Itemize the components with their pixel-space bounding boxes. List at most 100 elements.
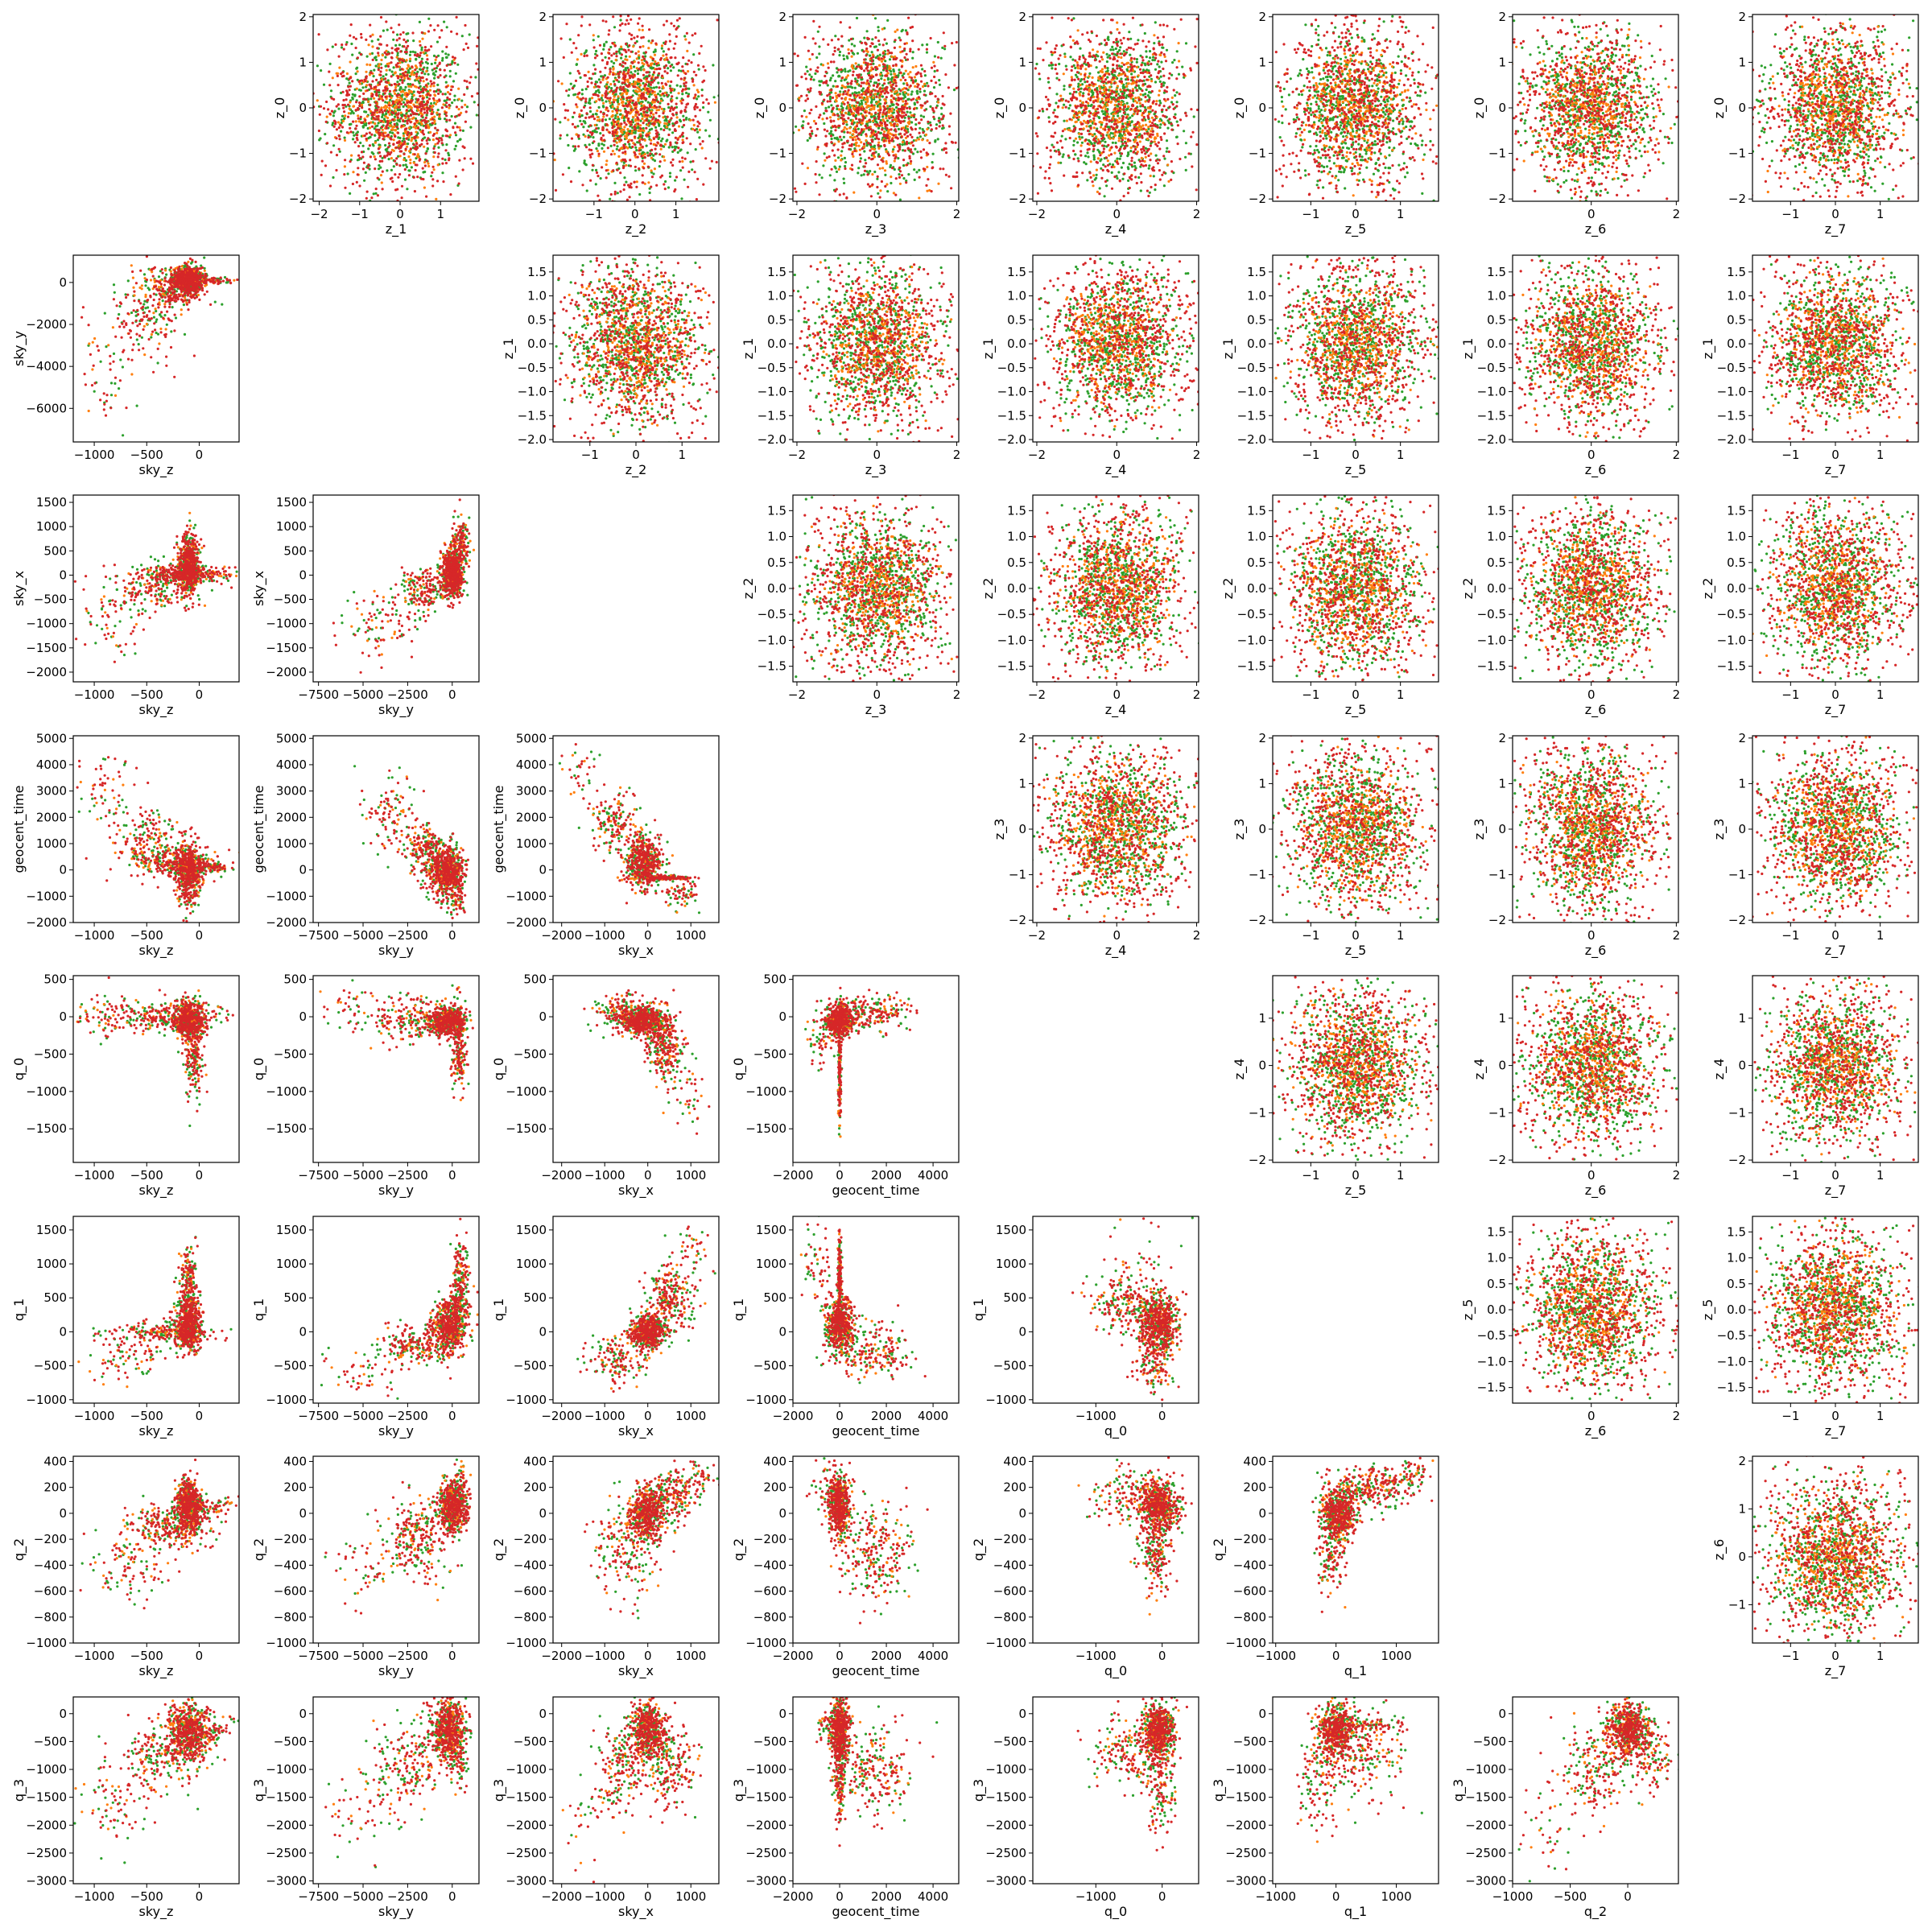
data-point — [686, 32, 688, 35]
data-point — [449, 193, 452, 196]
data-point — [855, 131, 857, 134]
data-point — [398, 93, 401, 96]
data-point — [630, 96, 633, 98]
data-point — [636, 35, 638, 38]
data-point — [352, 97, 354, 100]
data-point — [328, 113, 331, 115]
data-point — [458, 183, 460, 185]
data-point — [589, 156, 592, 159]
data-point — [617, 155, 620, 158]
data-point — [384, 101, 386, 103]
data-point — [695, 148, 697, 151]
data-point — [341, 104, 344, 106]
data-point — [671, 159, 674, 161]
data-point — [906, 58, 909, 60]
data-point — [851, 153, 853, 155]
data-point — [344, 165, 346, 167]
data-point — [371, 45, 374, 47]
data-point — [886, 119, 889, 122]
data-point — [419, 40, 421, 43]
data-point — [432, 147, 435, 150]
data-point — [372, 144, 374, 147]
data-point — [357, 118, 360, 120]
data-point — [577, 135, 580, 138]
data-point — [341, 43, 343, 46]
data-point — [899, 89, 902, 92]
data-point — [847, 83, 849, 85]
data-point — [667, 59, 669, 61]
data-point — [554, 159, 556, 161]
data-point — [424, 52, 427, 54]
data-point — [396, 56, 398, 59]
data-point — [426, 112, 428, 114]
data-point — [442, 93, 444, 95]
data-point — [654, 167, 656, 170]
data-point — [621, 129, 623, 131]
data-point — [705, 98, 708, 101]
data-point — [320, 174, 323, 176]
data-point — [665, 53, 667, 56]
data-point — [898, 226, 900, 229]
data-point — [926, 128, 928, 130]
data-point — [668, 128, 671, 130]
data-point — [386, 29, 389, 31]
data-point — [852, 119, 854, 122]
data-point — [431, 178, 434, 180]
data-point — [828, 67, 830, 69]
data-point — [598, 118, 601, 121]
data-point — [828, 155, 831, 158]
data-point — [457, 114, 460, 117]
data-point — [844, 112, 847, 114]
data-point — [458, 108, 460, 110]
y-tick-label: −2 — [289, 192, 307, 206]
data-point — [463, 48, 465, 51]
data-point — [669, 40, 671, 43]
data-point — [914, 102, 916, 105]
data-point — [621, 23, 623, 25]
data-point — [452, 56, 454, 58]
data-point — [326, 48, 328, 51]
data-point — [578, 115, 580, 118]
data-point — [883, 79, 886, 81]
data-point — [387, 52, 390, 55]
data-point — [682, 115, 684, 118]
data-point — [353, 105, 355, 107]
data-point — [592, 132, 594, 134]
data-point — [638, 153, 641, 155]
data-point — [807, 167, 809, 169]
data-point — [389, 125, 391, 127]
data-point — [423, 171, 426, 173]
data-point — [437, 163, 440, 166]
data-point — [445, 101, 448, 104]
data-point — [402, 138, 405, 140]
data-point — [667, 48, 670, 51]
data-point — [598, 78, 601, 80]
data-point — [858, 122, 861, 124]
data-point — [328, 84, 331, 86]
data-point — [845, 128, 848, 130]
data-point — [630, 105, 632, 108]
data-point — [631, 130, 634, 132]
data-point — [449, 134, 452, 136]
data-point — [910, 148, 912, 151]
data-point — [909, 111, 911, 114]
data-point — [591, 97, 593, 99]
data-point — [449, 64, 452, 66]
data-point — [355, 109, 357, 111]
data-point — [886, 150, 888, 152]
data-point — [871, 173, 873, 175]
data-point — [980, 93, 983, 96]
data-point — [412, 39, 415, 42]
data-point — [663, 183, 665, 185]
data-point — [588, 71, 590, 73]
data-point — [848, 98, 851, 101]
data-point — [569, 72, 572, 74]
data-point — [650, 186, 652, 188]
data-point — [640, 102, 642, 105]
data-point — [393, 165, 395, 167]
data-point — [830, 208, 832, 211]
data-point — [536, 213, 539, 215]
data-point — [825, 71, 828, 73]
data-point — [336, 72, 339, 75]
data-point — [869, 135, 872, 138]
